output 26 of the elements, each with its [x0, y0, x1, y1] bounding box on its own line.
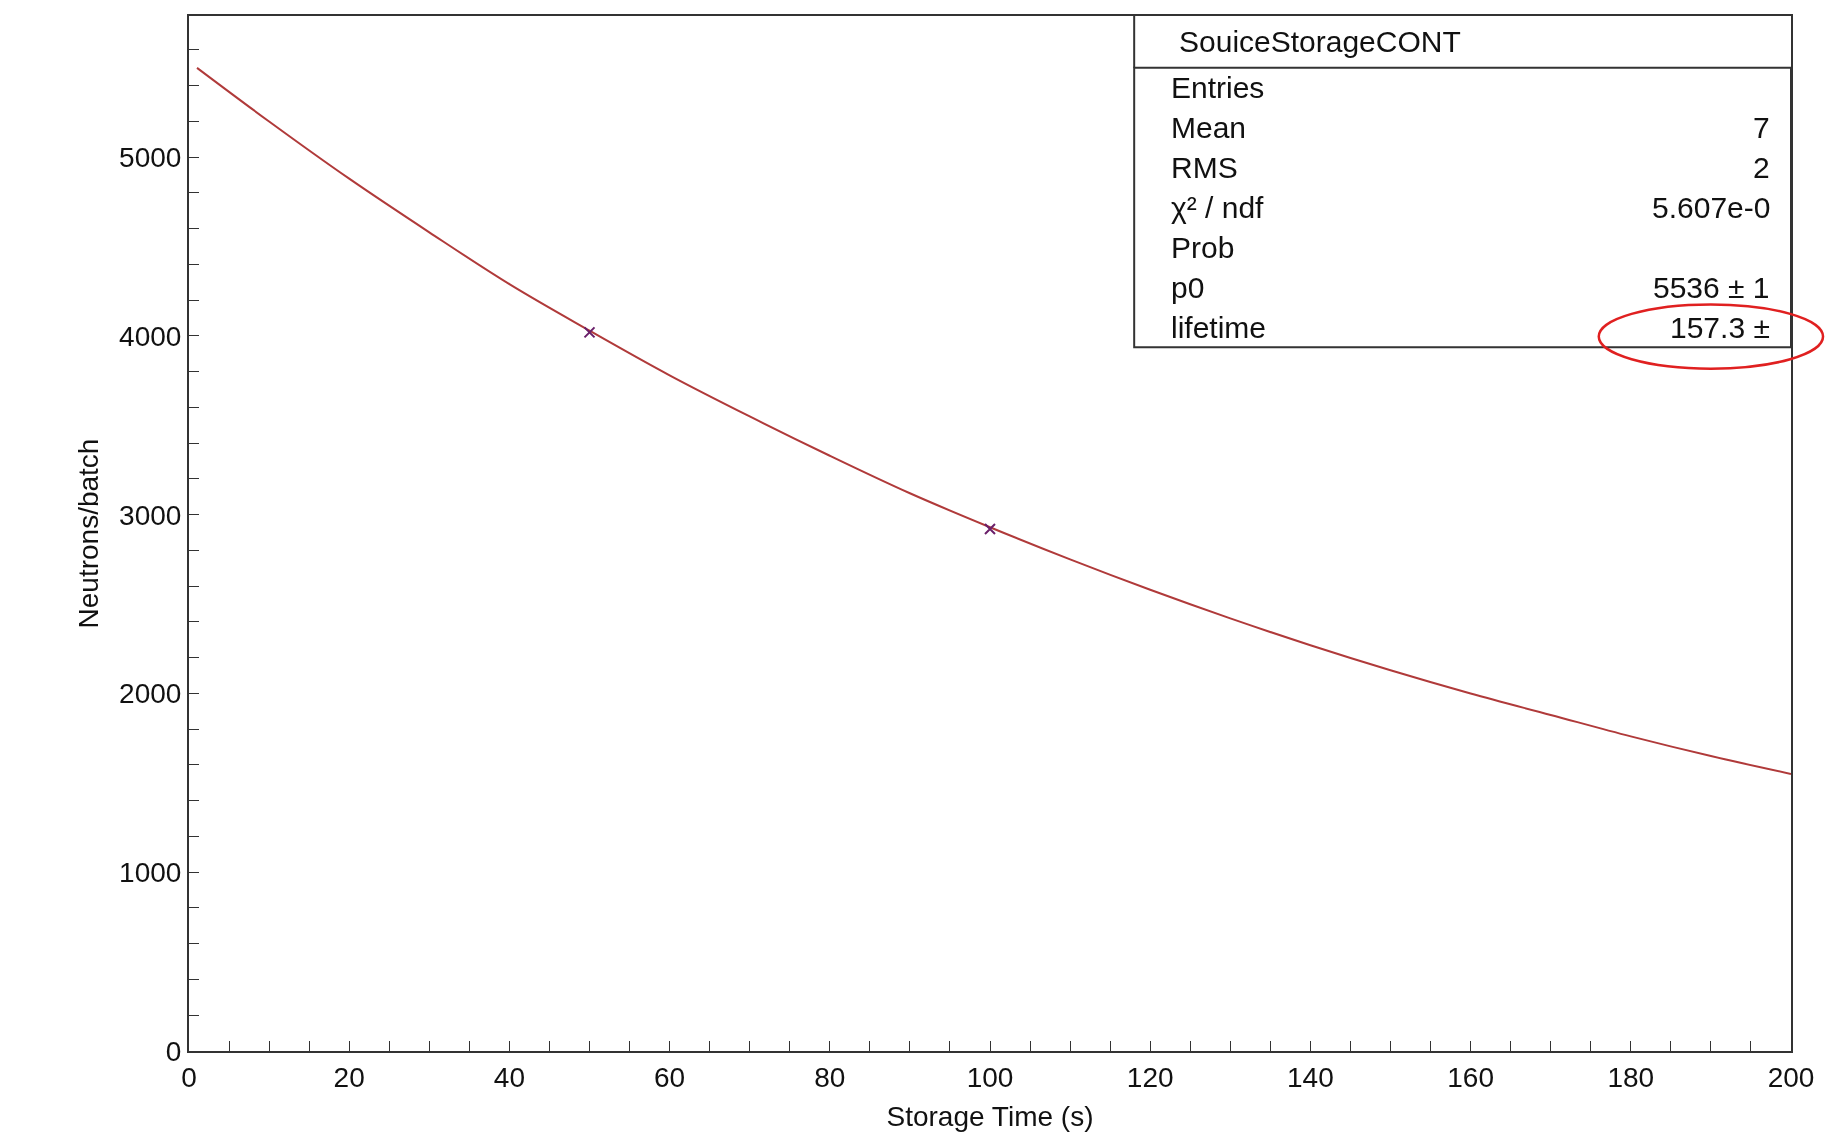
- text: RMS 2: [1171, 151, 1770, 184]
- y-tick-label: 4000: [119, 320, 182, 352]
- chart-title: SouiceStorageCONT: [1179, 25, 1461, 58]
- text: Mean 7: [1171, 111, 1770, 144]
- y-axis-title: Neutrons/batch: [73, 438, 105, 629]
- y-tick-label: 3000: [119, 499, 182, 531]
- y-tick-label: 5000: [119, 142, 182, 174]
- x-tick-label: 60: [654, 1061, 686, 1093]
- annotation: Entries: [1171, 71, 1265, 104]
- x-tick-label: 80: [814, 1061, 846, 1093]
- text: p0 5536 ± 1: [1171, 271, 1770, 304]
- x-tick-label: 40: [493, 1061, 525, 1093]
- x-tick-label: 140: [1287, 1061, 1334, 1093]
- annotation: Prob: [1171, 231, 1235, 264]
- x-axis-title: Storage Time (s): [886, 1101, 1094, 1133]
- text: lifetime 157.3 ±: [1171, 311, 1770, 344]
- x-tick-label: 200: [1767, 1061, 1815, 1093]
- x-tick-label: 180: [1607, 1061, 1655, 1093]
- y-tick-label: 2000: [119, 678, 182, 710]
- y-tick-label: 0: [165, 1035, 182, 1067]
- x-tick-label: 120: [1126, 1061, 1174, 1093]
- x-tick-label: 160: [1447, 1061, 1494, 1093]
- x-tick-label: 100: [966, 1061, 1014, 1093]
- y-tick-label: 1000: [119, 857, 182, 889]
- x-tick-label: 20: [333, 1061, 365, 1093]
- text: χ² / ndf 5.607e-0: [1171, 191, 1771, 224]
